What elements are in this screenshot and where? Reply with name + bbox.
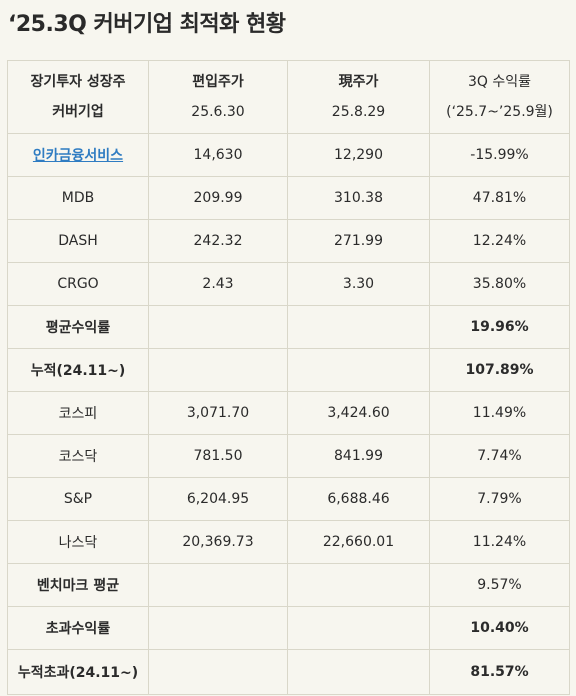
cell-buy-price: 209.99: [148, 176, 288, 220]
table-row: 코스닥 781.50 841.99 7.74%: [7, 434, 570, 478]
table-row: 인카금융서비스 14,630 12,290 -15.99%: [7, 133, 570, 177]
cell-current-price: [287, 649, 430, 695]
cell-buy-price: 781.50: [148, 434, 288, 478]
table-row: MDB 209.99 310.38 47.81%: [7, 176, 570, 220]
table-row: 나스닥 20,369.73 22,660.01 11.24%: [7, 520, 570, 564]
cell-current-price: [287, 305, 430, 349]
table-row: S&P 6,204.95 6,688.46 7.79%: [7, 477, 570, 521]
cell-company: MDB: [7, 176, 149, 220]
cell-return: 11.24%: [429, 520, 570, 564]
header-company-line1: 장기투자 성장주: [30, 74, 126, 90]
cell-buy-price: 6,204.95: [148, 477, 288, 521]
table-row: DASH 242.32 271.99 12.24%: [7, 219, 570, 263]
cell-current-price: [287, 606, 430, 650]
cell-current-price: 6,688.46: [287, 477, 430, 521]
cell-current-price: 310.38: [287, 176, 430, 220]
cell-buy-price: [148, 606, 288, 650]
table-row: 벤치마크 평균 9.57%: [7, 563, 570, 607]
cell-company: 벤치마크 평균: [7, 563, 149, 607]
cell-return: 9.57%: [429, 563, 570, 607]
header-current-price-line2: 25.8.29: [331, 104, 386, 120]
cell-buy-price: [148, 649, 288, 695]
cell-company: 코스닥: [7, 434, 149, 478]
cell-buy-price: 2.43: [148, 262, 288, 306]
cell-company: 코스피: [7, 391, 149, 435]
table-row: 평균수익률 19.96%: [7, 305, 570, 349]
cell-buy-price: [148, 305, 288, 349]
cell-current-price: [287, 348, 430, 392]
cell-return: 12.24%: [429, 219, 570, 263]
performance-table: 장기투자 성장주 커버기업 편입주가 25.6.30 現주가 25.8.29 3…: [7, 60, 570, 695]
cell-current-price: [287, 563, 430, 607]
header-row: 장기투자 성장주 커버기업 편입주가 25.6.30 現주가 25.8.29 3…: [7, 60, 570, 134]
table-row: 누적(24.11~) 107.89%: [7, 348, 570, 392]
cell-buy-price: 3,071.70: [148, 391, 288, 435]
cell-return: 35.80%: [429, 262, 570, 306]
cell-current-price: 3,424.60: [287, 391, 430, 435]
cell-company: 평균수익률: [7, 305, 149, 349]
header-current-price-line1: 現주가: [338, 74, 379, 90]
cell-company: 초과수익률: [7, 606, 149, 650]
cell-return: 7.74%: [429, 434, 570, 478]
cell-return: 7.79%: [429, 477, 570, 521]
cell-company: 누적(24.11~): [7, 348, 149, 392]
cell-return: 19.96%: [429, 305, 570, 349]
cell-buy-price: 14,630: [148, 133, 288, 177]
cell-return: -15.99%: [429, 133, 570, 177]
header-current-price: 現주가 25.8.29: [287, 60, 430, 134]
header-company-line2: 커버기업: [52, 104, 104, 120]
cell-company: CRGO: [7, 262, 149, 306]
table-row: CRGO 2.43 3.30 35.80%: [7, 262, 570, 306]
cell-company: 나스닥: [7, 520, 149, 564]
cell-company: DASH: [7, 219, 149, 263]
table-row: 누적초과(24.11~) 81.57%: [7, 649, 570, 695]
cell-current-price: 22,660.01: [287, 520, 430, 564]
cell-current-price: 3.30: [287, 262, 430, 306]
company-link[interactable]: 인카금융서비스: [7, 133, 149, 177]
cell-current-price: 271.99: [287, 219, 430, 263]
table-row: 코스피 3,071.70 3,424.60 11.49%: [7, 391, 570, 435]
cell-buy-price: [148, 348, 288, 392]
header-company: 장기투자 성장주 커버기업: [7, 60, 149, 134]
page-title: ‘25.3Q 커버기업 최적화 현황: [8, 12, 286, 37]
table-body: 인카금융서비스 14,630 12,290 -15.99% MDB 209.99 310.3…: [7, 133, 570, 695]
table-row: 초과수익률 10.40%: [7, 606, 570, 650]
cell-return: 10.40%: [429, 606, 570, 650]
cell-buy-price: [148, 563, 288, 607]
cell-buy-price: 242.32: [148, 219, 288, 263]
cell-return: 47.81%: [429, 176, 570, 220]
header-return-line2: (‘25.7~’25.9월): [446, 104, 553, 120]
cell-return: 107.89%: [429, 348, 570, 392]
cell-current-price: 841.99: [287, 434, 430, 478]
header-return-line1: 3Q 수익률: [467, 74, 532, 90]
header-buy-price-line1: 편입주가: [192, 74, 244, 90]
table-header: 장기투자 성장주 커버기업 편입주가 25.6.30 現주가 25.8.29 3…: [7, 60, 570, 134]
cell-buy-price: 20,369.73: [148, 520, 288, 564]
header-buy-price-line2: 25.6.30: [191, 104, 245, 120]
cell-company: S&P: [7, 477, 149, 521]
cell-company: 누적초과(24.11~): [7, 649, 149, 695]
cell-return: 11.49%: [429, 391, 570, 435]
header-buy-price: 편입주가 25.6.30: [148, 60, 288, 134]
cell-current-price: 12,290: [287, 133, 430, 177]
cell-return: 81.57%: [429, 649, 570, 695]
header-return: 3Q 수익률 (‘25.7~’25.9월): [429, 60, 570, 134]
